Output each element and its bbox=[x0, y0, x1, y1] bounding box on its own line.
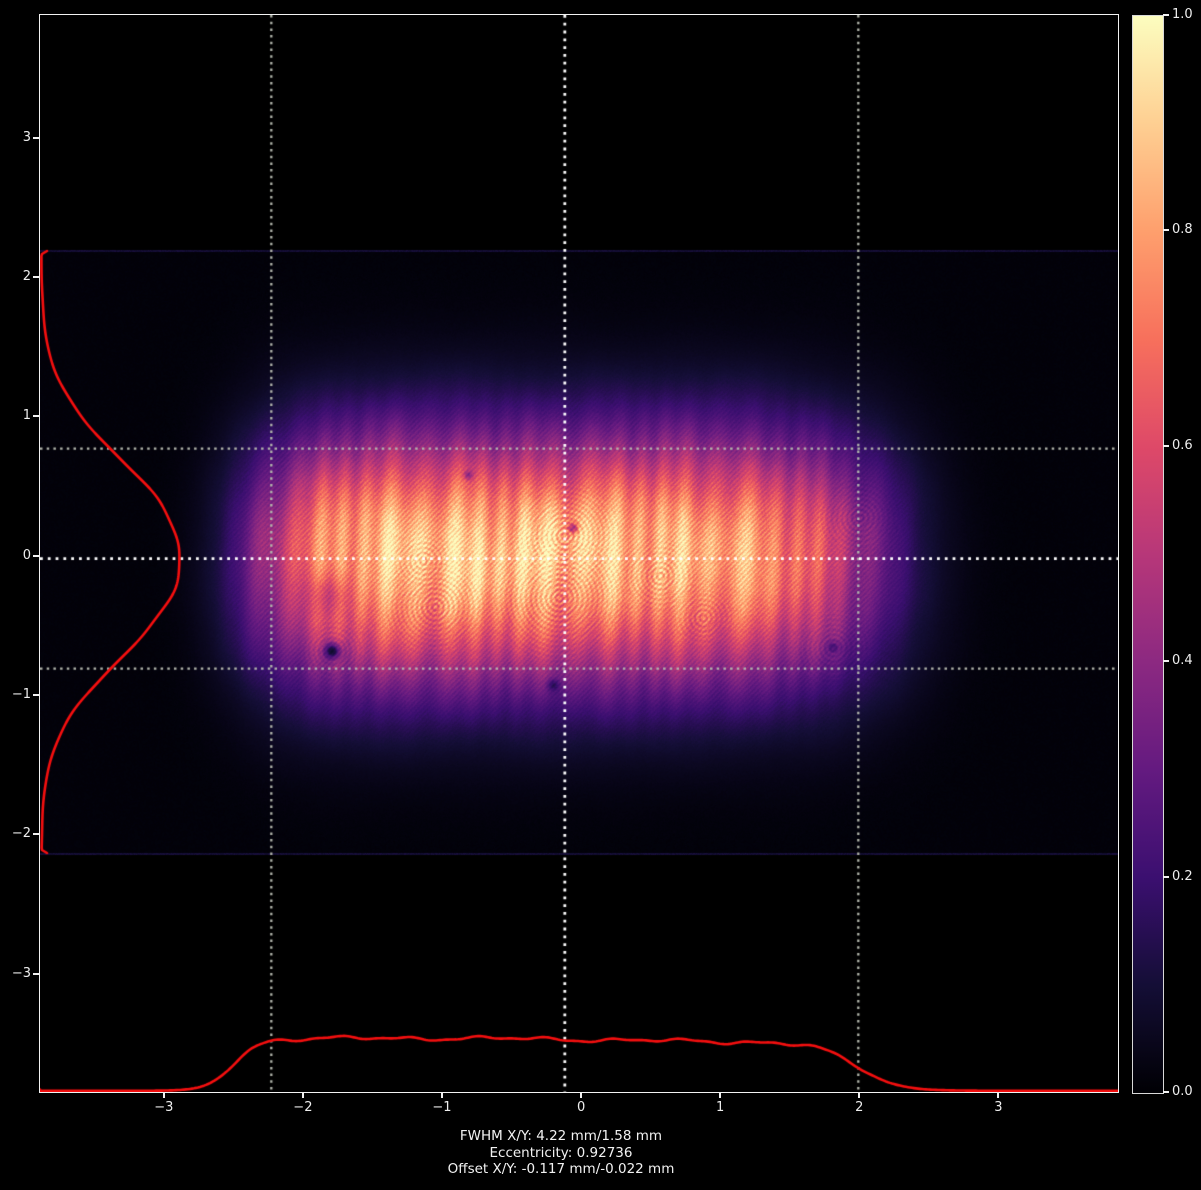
x-tick-label: −3 bbox=[154, 1100, 174, 1115]
x-tick-label: −2 bbox=[293, 1100, 313, 1115]
x-tick-label: 2 bbox=[855, 1100, 864, 1115]
colorbar-tick-label: 0.0 bbox=[1172, 1084, 1193, 1099]
x-tick-mark bbox=[440, 1092, 443, 1098]
x-tick-mark bbox=[301, 1092, 304, 1098]
x-tick-mark bbox=[858, 1092, 861, 1098]
measurement-annotation: FWHM X/Y: 4.22 mm/1.58 mm Eccentricity: … bbox=[61, 1128, 1061, 1178]
x-tick-label: 3 bbox=[994, 1100, 1003, 1115]
colorbar-tick-mark bbox=[1163, 229, 1169, 232]
colorbar-tick-label: 0.4 bbox=[1172, 653, 1193, 669]
colorbar bbox=[1132, 15, 1164, 1094]
y-tick-label: −3 bbox=[11, 965, 31, 981]
y-tick-mark bbox=[33, 833, 39, 836]
y-tick-mark bbox=[33, 136, 39, 139]
colorbar-tick-label: 0.2 bbox=[1172, 868, 1193, 884]
x-tick-mark bbox=[162, 1092, 165, 1098]
y-tick-mark bbox=[33, 972, 39, 975]
beam-heatmap-canvas bbox=[40, 15, 1118, 1092]
colorbar-tick-mark bbox=[1163, 1091, 1169, 1093]
x-tick-mark bbox=[719, 1092, 722, 1098]
y-tick-label: 3 bbox=[22, 129, 31, 145]
colorbar-tick-label: 0.6 bbox=[1172, 437, 1193, 453]
colorbar-tick-mark bbox=[1163, 875, 1169, 878]
y-tick-label: −2 bbox=[11, 826, 31, 842]
eccentricity-text: Eccentricity: 0.92736 bbox=[489, 1144, 633, 1161]
y-tick-mark bbox=[33, 554, 39, 557]
x-tick-mark bbox=[997, 1092, 1000, 1098]
colorbar-tick-mark bbox=[1163, 14, 1169, 16]
y-tick-label: 1 bbox=[22, 408, 31, 424]
colorbar-tick-mark bbox=[1163, 660, 1169, 663]
offset-text: Offset X/Y: -0.117 mm/-0.022 mm bbox=[447, 1161, 675, 1177]
y-tick-mark bbox=[33, 693, 39, 696]
y-tick-mark bbox=[33, 415, 39, 418]
colorbar-tick-label: 0.8 bbox=[1172, 222, 1193, 238]
y-tick-label: 2 bbox=[22, 268, 31, 284]
y-tick-label: −1 bbox=[11, 686, 31, 702]
fwhm-text: FWHM X/Y: 4.22 mm/1.58 mm bbox=[459, 1128, 663, 1144]
y-tick-mark bbox=[33, 275, 39, 278]
colorbar-tick-label: 1.0 bbox=[1172, 7, 1193, 22]
colorbar-tick-mark bbox=[1163, 444, 1169, 447]
x-tick-label: −1 bbox=[432, 1100, 452, 1115]
x-tick-mark bbox=[580, 1092, 583, 1098]
x-tick-label: 1 bbox=[716, 1100, 725, 1115]
y-tick-label: 0 bbox=[22, 547, 31, 563]
x-tick-label: 0 bbox=[576, 1100, 586, 1115]
